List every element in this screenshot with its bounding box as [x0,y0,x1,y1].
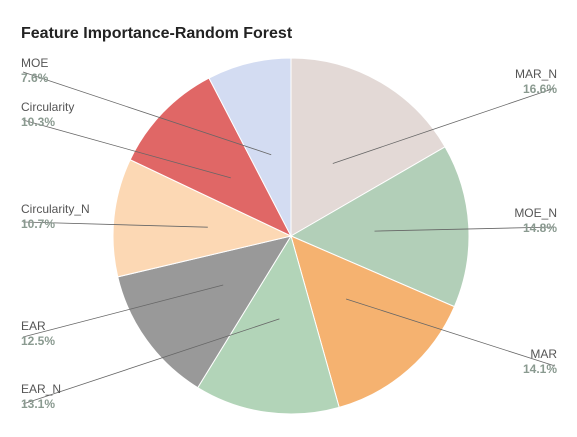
slice-percent-mar-n: 16.6% [523,82,557,96]
pie-slice-mar [290,235,456,408]
leader-line-moe-n [374,226,556,232]
slice-label-circularity-n: Circularity_N [21,202,90,216]
leader-line-mar-n [332,87,556,164]
leader-line-circularity-n [22,221,208,228]
pie-slice-circularity [129,77,293,238]
leader-line-moe [22,71,272,156]
slice-label-mar: MAR [530,347,557,361]
slice-label-mar-n: MAR_N [515,67,557,81]
slice-label-moe-n: MOE_N [514,206,557,220]
chart-title: Feature Importance-Random Forest [21,25,293,42]
pie-slice-moe [208,57,292,237]
pie-slice-ear [117,235,293,389]
slice-percent-circularity: 10.3% [21,115,55,129]
leader-line-ear-n [22,318,280,405]
slice-percent-mar: 14.1% [523,362,557,376]
leader-line-circularity [22,119,231,179]
pie-slice-mar-n [290,57,446,237]
pie-slice-circularity-n [112,159,293,278]
slice-percent-moe: 7.6% [21,71,49,85]
pie-slice-moe-n [289,146,470,308]
slice-label-circularity: Circularity [21,100,74,114]
slice-percent-circularity-n: 10.7% [21,217,55,231]
slice-percent-ear-n: 13.1% [21,397,55,411]
pie-slice-ear-n [197,234,340,415]
slice-label-ear: EAR [21,319,46,333]
slice-percent-ear: 12.5% [21,334,55,348]
slice-label-moe: MOE [21,56,48,70]
slice-percent-moe-n: 14.8% [523,221,557,235]
slice-label-ear-n: EAR_N [21,382,61,396]
leader-line-mar [345,298,556,367]
leader-line-ear [22,284,224,338]
pie-slices [112,57,470,415]
